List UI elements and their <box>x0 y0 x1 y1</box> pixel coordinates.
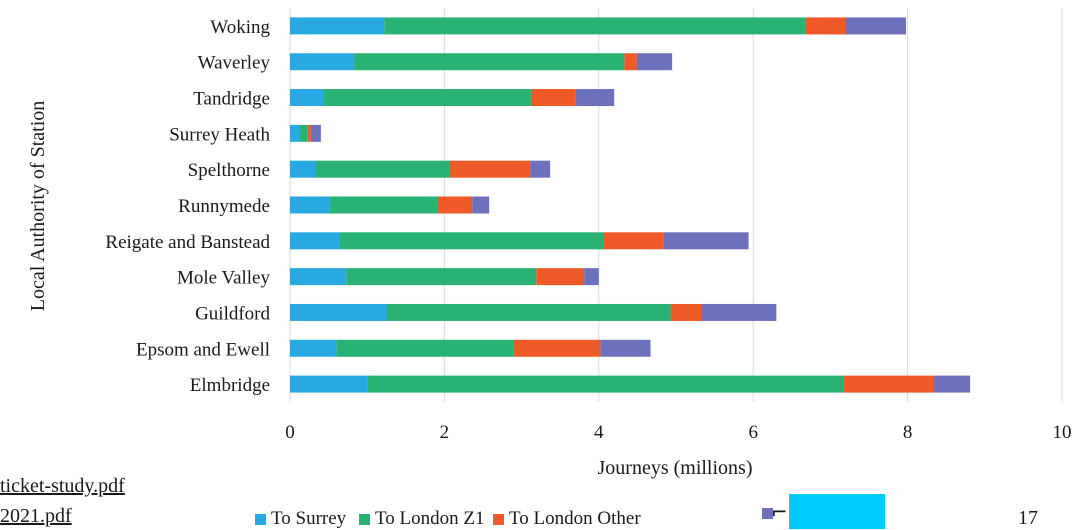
legend-swatch <box>762 508 773 519</box>
category-label: Tandridge <box>193 89 270 110</box>
x-tick-label: 4 <box>594 422 604 443</box>
y-axis-label: Local Authority of Station <box>27 101 49 312</box>
x-tick-label: 6 <box>748 422 758 443</box>
bar-segment-runnymede-s0 <box>290 196 330 214</box>
bar-segment-mole-valley-s3 <box>584 268 599 286</box>
selection-highlight-box <box>789 494 885 529</box>
bar-segment-woking-s1 <box>384 17 805 35</box>
category-label: Woking <box>210 17 270 38</box>
category-label: Reigate and Banstead <box>105 232 270 253</box>
bar-segment-surrey-heath-s1 <box>300 124 308 142</box>
bar-segment-tandridge-s3 <box>575 89 615 107</box>
legend-item: To London Z1 <box>359 508 485 530</box>
bar-segment-waverley-s3 <box>636 53 673 71</box>
category-label: Guildford <box>195 303 270 324</box>
cursor-bracket-icon: ⌐ <box>771 500 788 524</box>
bar-segment-waverley-s1 <box>354 53 625 71</box>
category-label: Spelthorne <box>188 160 270 181</box>
bar-segment-runnymede-s2 <box>437 196 473 214</box>
bar-segment-elmbridge-s0 <box>290 375 368 393</box>
category-label: Runnymede <box>178 196 270 217</box>
category-label: Epsom and Ewell <box>136 339 270 360</box>
bar-segment-guildford-s0 <box>290 303 387 321</box>
bar-segment-reigate-and-banstead-s0 <box>290 232 340 250</box>
bar-segment-waverley-s0 <box>290 53 355 71</box>
bar-segment-woking-s2 <box>804 17 846 35</box>
legend-label: To London Other <box>509 508 641 529</box>
bar-segment-reigate-and-banstead-s3 <box>663 232 749 250</box>
bar-segment-guildford-s3 <box>701 303 777 321</box>
bar-segment-reigate-and-banstead-s2 <box>603 232 664 250</box>
legend-item: To Surrey <box>255 508 346 530</box>
category-label: Surrey Heath <box>169 124 270 145</box>
legend-swatch <box>255 513 266 525</box>
footer-link-2[interactable]: 2021.pdf <box>0 505 72 527</box>
x-tick-label: 2 <box>440 422 450 443</box>
category-label: Mole Valley <box>177 268 271 289</box>
bar-segment-spelthorne-s0 <box>290 160 316 178</box>
bars <box>290 17 971 393</box>
bar-segment-mole-valley-s2 <box>536 268 585 286</box>
x-tick-label: 8 <box>903 422 913 443</box>
category-labels: Woking Waverley Tandridge Surrey Heath Spelt… <box>105 17 270 396</box>
bar-segment-epsom-and-ewell-s0 <box>290 339 337 357</box>
page-number: 17 <box>1018 507 1038 529</box>
bar-segment-elmbridge-s1 <box>367 375 844 393</box>
category-label: Elmbridge <box>190 375 270 396</box>
bar-segment-elmbridge-s2 <box>843 375 934 393</box>
bar-segment-runnymede-s1 <box>329 196 438 214</box>
footer-link-1[interactable]: ticket-study.pdf <box>0 475 125 497</box>
bar-segment-mole-valley-s0 <box>290 268 347 286</box>
bar-segment-surrey-heath-s0 <box>290 124 301 142</box>
legend-item <box>762 508 778 519</box>
bar-segment-guildford-s1 <box>386 303 671 321</box>
bar-segment-guildford-s2 <box>670 303 702 321</box>
x-tick-labels: 0 2 4 6 8 10 <box>285 422 1071 443</box>
legend-label: To Surrey <box>271 508 347 529</box>
bar-segment-woking-s3 <box>845 17 907 35</box>
bar-segment-tandridge-s0 <box>290 89 324 107</box>
bar-segment-spelthorne-s1 <box>315 160 450 178</box>
bar-segment-woking-s0 <box>290 17 385 35</box>
bar-segment-surrey-heath-s2 <box>307 124 311 142</box>
legend-label: To London Z1 <box>375 508 485 529</box>
bar-segment-spelthorne-s2 <box>449 160 531 178</box>
bar-segment-epsom-and-ewell-s3 <box>600 339 651 357</box>
bar-segment-tandridge-s2 <box>530 89 576 107</box>
x-tick-label: 0 <box>285 422 295 443</box>
bar-segment-epsom-and-ewell-s2 <box>513 339 601 357</box>
legend-item: To London Other <box>493 508 641 530</box>
bar-segment-reigate-and-banstead-s1 <box>339 232 604 250</box>
category-label: Waverley <box>198 53 271 74</box>
x-axis-label: Journeys (millions) <box>598 457 753 479</box>
bar-segment-elmbridge-s3 <box>933 375 971 393</box>
bar-segment-tandridge-s1 <box>323 89 531 107</box>
legend-swatch <box>359 513 370 525</box>
bar-segment-mole-valley-s1 <box>346 268 537 286</box>
x-tick-label: 10 <box>1053 422 1072 443</box>
bar-segment-spelthorne-s3 <box>530 160 551 178</box>
gridlines <box>289 8 1063 402</box>
bar-segment-runnymede-s3 <box>472 196 490 214</box>
legend-swatch <box>493 513 504 525</box>
bar-segment-waverley-s2 <box>624 53 637 71</box>
bar-segment-epsom-and-ewell-s1 <box>336 339 514 357</box>
bar-segment-surrey-heath-s3 <box>310 124 321 142</box>
